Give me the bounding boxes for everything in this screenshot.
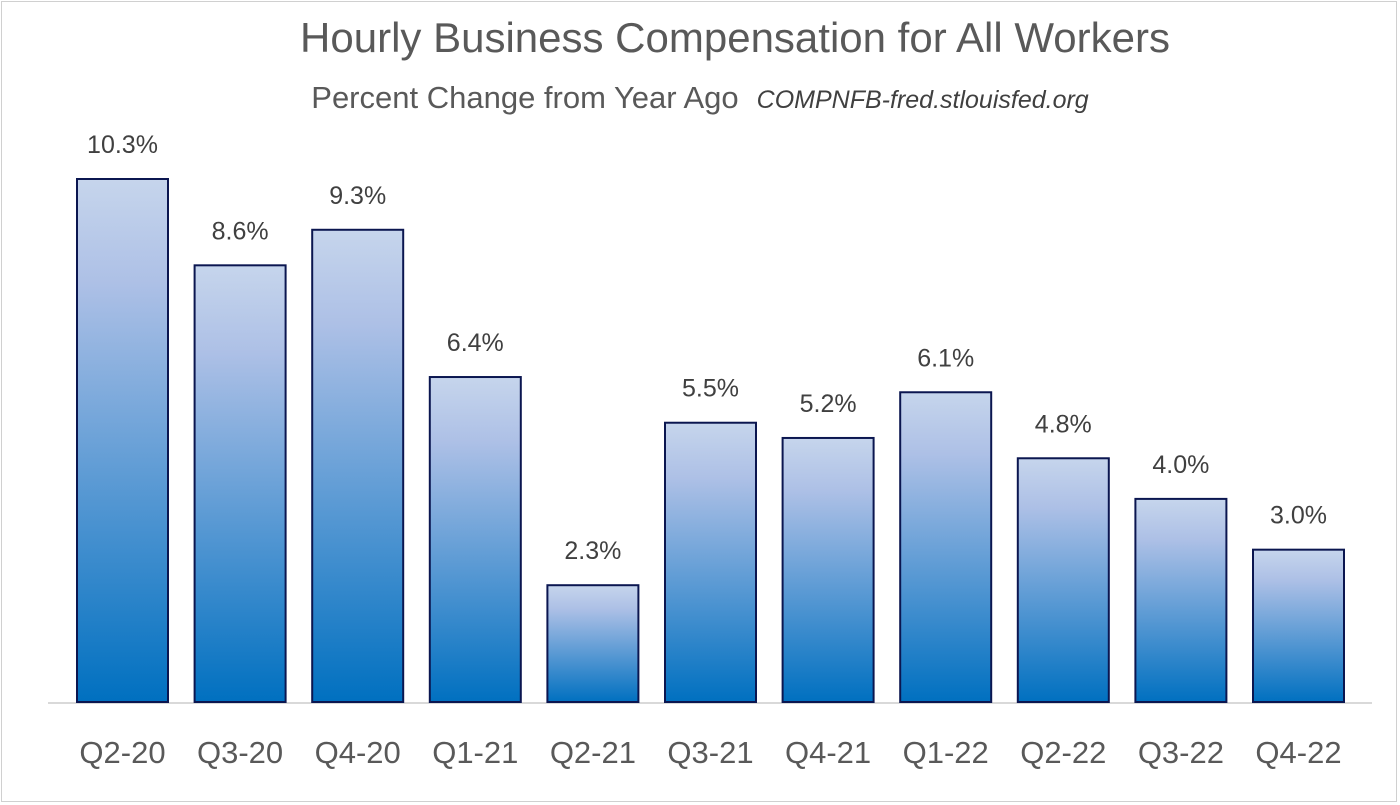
- data-label: 9.3%: [329, 182, 386, 210]
- bar-Q1-22: [899, 391, 993, 703]
- data-label: 10.3%: [87, 131, 158, 159]
- x-tick-label: Q4-22: [1255, 735, 1341, 770]
- x-tick-label: Q1-22: [903, 735, 989, 770]
- chart-source: COMPNFB-fred.stlouisfed.org: [756, 86, 1089, 114]
- x-tick-label: Q4-21: [785, 735, 871, 770]
- x-tick-label: Q3-22: [1138, 735, 1224, 770]
- data-label: 6.4%: [447, 329, 504, 357]
- bar-Q3-20: [193, 264, 287, 703]
- x-tick-label: Q3-20: [197, 735, 283, 770]
- x-tick-label: Q2-22: [1020, 735, 1106, 770]
- bar-Q1-21: [428, 376, 522, 703]
- bar-Q4-21: [781, 436, 875, 703]
- bar-Q4-20: [311, 228, 405, 703]
- x-tick-label: Q4-20: [315, 735, 401, 770]
- data-label: 5.5%: [682, 375, 739, 403]
- x-tick-label: Q1-21: [432, 735, 518, 770]
- bar-Q2-22: [1016, 457, 1110, 703]
- chart-subtitle-line: Percent Change from Year Ago COMPNFB-fred…: [0, 80, 1400, 116]
- x-tick-label: Q2-21: [550, 735, 636, 770]
- data-label: 4.0%: [1152, 451, 1209, 479]
- data-label: 4.8%: [1035, 410, 1092, 438]
- x-tick-label: Q3-21: [667, 735, 753, 770]
- data-label: 2.3%: [564, 537, 621, 565]
- x-tick-label: Q2-20: [79, 735, 165, 770]
- data-label: 6.1%: [917, 344, 974, 372]
- chart-title: Hourly Business Compensation for All Wor…: [300, 14, 1170, 61]
- data-label: 5.2%: [800, 390, 857, 418]
- data-label: 8.6%: [212, 217, 269, 245]
- bar-Q3-21: [664, 421, 757, 703]
- bar-Q2-20: [76, 178, 169, 703]
- bar-Q4-22: [1252, 548, 1345, 704]
- chart-subtitle: Percent Change from Year Ago: [311, 80, 739, 115]
- bar-Q2-21: [546, 584, 640, 703]
- data-label: 3.0%: [1270, 502, 1327, 530]
- bar-Q3-22: [1134, 497, 1228, 704]
